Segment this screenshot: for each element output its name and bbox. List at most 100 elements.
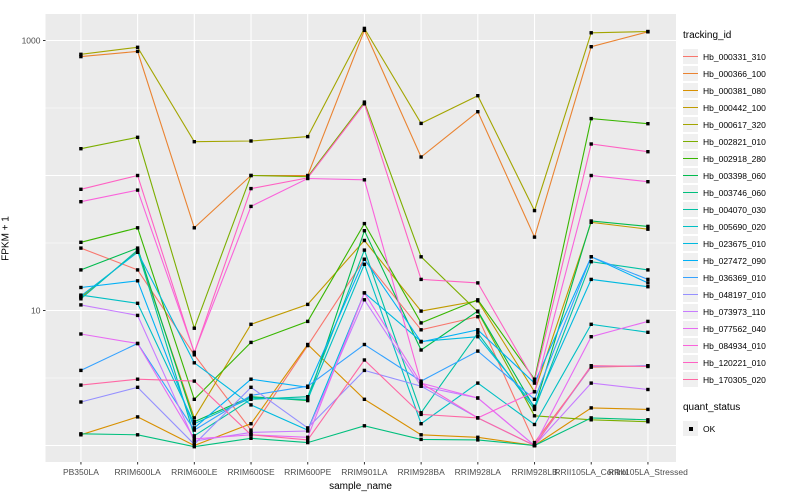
legend-entry-label: Hb_077562_040 — [703, 323, 766, 334]
legend-line-swatch — [683, 106, 698, 109]
data-point — [419, 384, 423, 388]
legend-key — [683, 168, 698, 183]
data-point — [589, 173, 593, 178]
data-point — [135, 301, 140, 305]
legend-key — [683, 134, 698, 149]
data-point — [476, 315, 480, 319]
data-point — [476, 281, 480, 285]
data-point — [532, 414, 537, 418]
data-point — [306, 397, 310, 401]
data-point — [306, 302, 310, 307]
data-point — [476, 328, 480, 332]
data-point — [362, 221, 367, 226]
data-point — [249, 422, 253, 426]
data-point — [135, 385, 140, 389]
x-tick-label: RRII105LA_Control — [554, 467, 628, 477]
data-point — [362, 262, 367, 266]
data-point — [419, 348, 423, 352]
data-point — [79, 147, 83, 151]
data-point — [362, 28, 367, 32]
legend-entry-Hb_027472_090: Hb_027472_090 — [683, 252, 798, 269]
data-point — [192, 397, 196, 401]
legend-entry-label: Hb_000366_100 — [703, 68, 766, 79]
data-point — [249, 393, 253, 398]
data-point — [476, 381, 480, 385]
legend-entry-label: Hb_000381_080 — [703, 85, 766, 96]
legend-line-swatch — [683, 89, 698, 92]
data-point — [646, 364, 650, 369]
legend-line-swatch — [683, 225, 698, 228]
data-point — [135, 250, 140, 254]
legend-entry-label: Hb_002918_280 — [703, 153, 766, 164]
legend-entry-label: Hb_003398_060 — [703, 170, 766, 181]
data-point — [589, 219, 593, 223]
data-point — [532, 390, 537, 394]
data-point — [646, 407, 650, 412]
legend: tracking_id Hb_000331_310 Hb_000366_100 Hb… — [683, 30, 798, 437]
data-point — [249, 433, 253, 437]
data-point — [306, 426, 310, 430]
legend-key — [683, 219, 698, 234]
data-point — [79, 54, 83, 59]
data-point — [362, 178, 367, 182]
data-point — [532, 404, 537, 408]
legend-entry-label: Hb_000617_320 — [703, 119, 766, 130]
data-point — [249, 139, 253, 143]
data-point — [476, 396, 480, 400]
legend-entry-label: Hb_000442_100 — [703, 102, 766, 113]
data-point — [306, 429, 310, 433]
data-point — [79, 383, 83, 387]
legend-entry-Hb_000381_080: Hb_000381_080 — [683, 82, 798, 99]
data-point — [79, 400, 83, 404]
data-point — [135, 188, 140, 192]
data-point — [192, 140, 196, 144]
data-point — [135, 135, 140, 139]
legend-entry-Hb_000366_100: Hb_000366_100 — [683, 65, 798, 82]
legend-key — [683, 304, 698, 319]
legend-entry-label: Hb_000331_310 — [703, 51, 766, 62]
y-tick-label: 10 — [31, 305, 41, 315]
legend-entry-label: Hb_036369_010 — [703, 272, 766, 283]
data-point — [589, 255, 593, 259]
legend-entry-label: Hb_023675_010 — [703, 238, 766, 249]
data-point — [249, 322, 253, 326]
data-point — [79, 200, 83, 204]
legend-entry-Hb_000331_310: Hb_000331_310 — [683, 48, 798, 65]
data-point — [135, 268, 140, 272]
data-point — [589, 277, 593, 282]
legend-line-swatch — [683, 327, 698, 330]
legend-line-swatch — [683, 140, 698, 143]
data-point — [476, 309, 480, 313]
data-point — [419, 309, 423, 313]
legend-line-swatch — [683, 72, 698, 75]
data-point — [419, 321, 423, 325]
data-point — [135, 415, 140, 419]
legend-key — [683, 117, 698, 132]
x-tick-label: RRIM600PE — [284, 467, 332, 477]
data-point — [476, 110, 480, 114]
data-point — [419, 255, 423, 259]
x-tick-label: RRIM600SE — [227, 467, 275, 477]
legend-key — [683, 338, 698, 353]
data-point — [192, 351, 196, 355]
data-point — [589, 381, 593, 385]
data-point — [419, 433, 423, 437]
data-point — [135, 246, 140, 250]
data-point — [589, 335, 593, 339]
data-point — [79, 332, 83, 336]
data-point — [192, 439, 196, 443]
data-point — [419, 328, 423, 332]
legend-entry-Hb_002821_010: Hb_002821_010 — [683, 133, 798, 150]
data-point — [362, 229, 367, 233]
data-point — [589, 322, 593, 326]
data-point — [532, 208, 537, 213]
data-point — [646, 285, 650, 289]
data-point — [419, 155, 423, 159]
data-point — [419, 340, 423, 344]
legend-entry-label: Hb_027472_090 — [703, 255, 766, 266]
data-point — [306, 319, 310, 324]
data-point — [589, 116, 593, 121]
y-tick-label: 1000 — [22, 35, 41, 45]
legend-entry-Hb_170305_020: Hb_170305_020 — [683, 371, 798, 388]
data-point — [646, 420, 650, 424]
